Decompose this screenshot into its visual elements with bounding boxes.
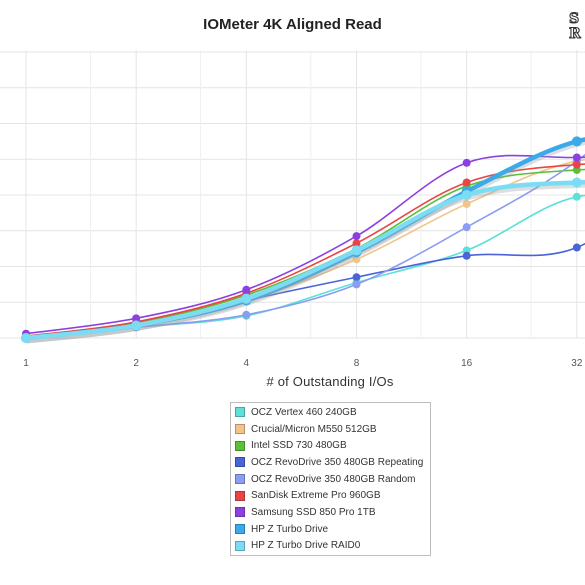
data-point <box>242 285 251 294</box>
data-point <box>352 280 361 289</box>
legend-item: HP Z Turbo Drive <box>235 521 430 538</box>
data-point <box>352 239 361 248</box>
series-7 <box>21 136 585 344</box>
legend-item: Samsung SSD 850 Pro 1TB <box>235 504 430 521</box>
legend-label: SanDisk Extreme Pro 960GB <box>251 490 381 502</box>
data-point <box>21 333 31 343</box>
legend-swatch <box>235 474 245 485</box>
legend-label: HP Z Turbo Drive RAID0 <box>251 540 361 552</box>
data-point <box>132 314 141 323</box>
legend-swatch <box>235 540 245 551</box>
legend-swatch <box>235 424 245 435</box>
legend-item: OCZ RevoDrive 350 480GB Repeating <box>235 454 430 471</box>
chart-series <box>21 136 585 344</box>
series-line-shadow <box>25 137 585 344</box>
data-point <box>462 158 471 167</box>
series-line <box>25 179 585 341</box>
svg-text:S: S <box>569 11 579 27</box>
data-point <box>131 320 142 331</box>
data-point <box>242 310 251 319</box>
x-tick-label: 2 <box>133 358 139 369</box>
series-1 <box>22 157 585 341</box>
legend-item: Crucial/Micron M550 512GB <box>235 421 430 438</box>
legend-swatch <box>235 524 245 535</box>
data-point <box>462 199 471 208</box>
data-point <box>462 223 471 232</box>
legend-swatch <box>235 490 245 501</box>
legend-item: HP Z Turbo Drive RAID0 <box>235 538 430 555</box>
data-point <box>461 190 472 200</box>
data-point <box>462 178 471 187</box>
x-axis-ticks: 1248163264 <box>23 358 583 369</box>
data-point <box>572 243 581 252</box>
series-line <box>25 158 585 338</box>
legend-label: OCZ Vertex 460 240GB <box>251 406 357 418</box>
data-point <box>352 273 361 282</box>
legend-item: OCZ Vertex 460 240GB <box>235 404 430 421</box>
legend-item: Intel SSD 730 480GB <box>235 437 430 454</box>
x-tick-label: 32 <box>571 358 583 369</box>
data-point <box>571 177 582 188</box>
chart-title: IOMeter 4K Aligned Read <box>203 16 382 33</box>
legend-label: Crucial/Micron M550 512GB <box>251 423 377 435</box>
data-point <box>571 136 582 147</box>
data-point <box>241 293 252 304</box>
series-line <box>25 194 585 338</box>
legend-swatch <box>235 440 245 451</box>
data-point <box>352 232 361 241</box>
data-point <box>351 245 362 256</box>
legend-label: OCZ RevoDrive 350 480GB Repeating <box>251 456 424 468</box>
x-tick-label: 8 <box>354 358 360 369</box>
data-point <box>352 255 361 264</box>
legend-swatch <box>235 507 245 518</box>
series-6 <box>22 153 585 338</box>
legend-item: OCZ RevoDrive 350 480GB Random <box>235 471 430 488</box>
chart-legend: OCZ Vertex 460 240GB Crucial/Micron M550 … <box>230 402 431 556</box>
legend-swatch <box>235 407 245 418</box>
legend-label: Intel SSD 730 480GB <box>251 440 347 452</box>
x-tick-label: 1 <box>23 358 29 369</box>
x-tick-label: 4 <box>244 358 250 369</box>
series-line <box>25 168 585 338</box>
legend-label: HP Z Turbo Drive <box>251 523 329 535</box>
data-point <box>572 160 581 169</box>
series-line <box>25 153 585 339</box>
svg-text:R: R <box>569 26 581 42</box>
legend-label: Samsung SSD 850 Pro 1TB <box>251 506 376 518</box>
x-tick-label: 16 <box>461 358 473 369</box>
series-8 <box>21 177 585 344</box>
legend-swatch <box>235 457 245 468</box>
site-logo: S R <box>566 8 585 42</box>
data-point <box>572 192 581 201</box>
x-axis-label: # of Outstanding I/Os <box>266 374 394 389</box>
legend-item: SanDisk Extreme Pro 960GB <box>235 487 430 504</box>
series-line <box>25 137 585 341</box>
legend-label: OCZ RevoDrive 350 480GB Random <box>251 473 416 485</box>
data-point <box>462 251 471 260</box>
series-line <box>25 154 585 335</box>
chart-gridlines <box>0 50 585 339</box>
data-point <box>572 153 581 162</box>
